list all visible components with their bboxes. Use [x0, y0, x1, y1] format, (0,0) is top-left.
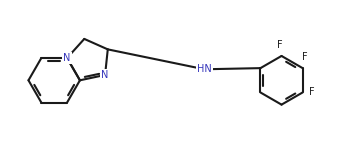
Text: F: F — [277, 40, 283, 50]
Text: F: F — [302, 52, 307, 62]
Text: N: N — [64, 53, 71, 63]
Text: HN: HN — [197, 64, 212, 74]
Text: F: F — [309, 88, 314, 98]
Text: N: N — [101, 70, 109, 80]
